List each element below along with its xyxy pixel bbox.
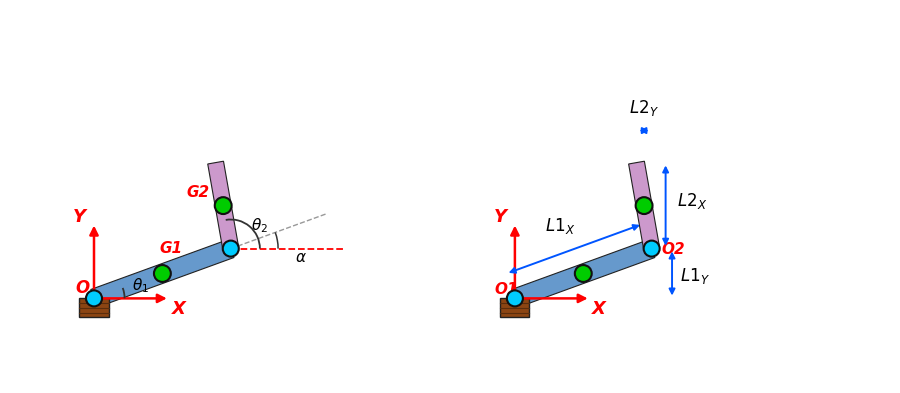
Polygon shape [512, 240, 655, 307]
Text: G2: G2 [187, 185, 210, 200]
Text: Y: Y [494, 208, 507, 226]
Text: $\theta_1$: $\theta_1$ [131, 276, 149, 295]
Circle shape [223, 241, 238, 257]
Text: O1: O1 [494, 282, 518, 297]
Text: $L1_Y$: $L1_Y$ [680, 266, 710, 286]
Text: O: O [75, 279, 89, 297]
Circle shape [507, 290, 523, 307]
FancyBboxPatch shape [500, 298, 529, 317]
Circle shape [635, 197, 652, 214]
Text: X: X [592, 299, 607, 318]
Polygon shape [628, 161, 660, 250]
Circle shape [215, 197, 231, 214]
Text: $L2_Y$: $L2_Y$ [629, 98, 659, 118]
Circle shape [86, 290, 102, 307]
Circle shape [154, 265, 171, 282]
Polygon shape [91, 240, 234, 307]
Circle shape [575, 265, 591, 282]
Text: Y: Y [73, 208, 86, 226]
Polygon shape [208, 161, 238, 250]
Text: $\alpha$: $\alpha$ [295, 250, 307, 265]
Text: G1: G1 [159, 241, 183, 256]
Text: $L1_X$: $L1_X$ [544, 217, 575, 237]
Text: $\theta_2$: $\theta_2$ [251, 216, 268, 235]
Text: O2: O2 [662, 242, 686, 257]
FancyBboxPatch shape [79, 298, 109, 317]
Text: $L2_X$: $L2_X$ [677, 191, 706, 211]
Text: X: X [172, 299, 185, 318]
Circle shape [644, 241, 660, 257]
